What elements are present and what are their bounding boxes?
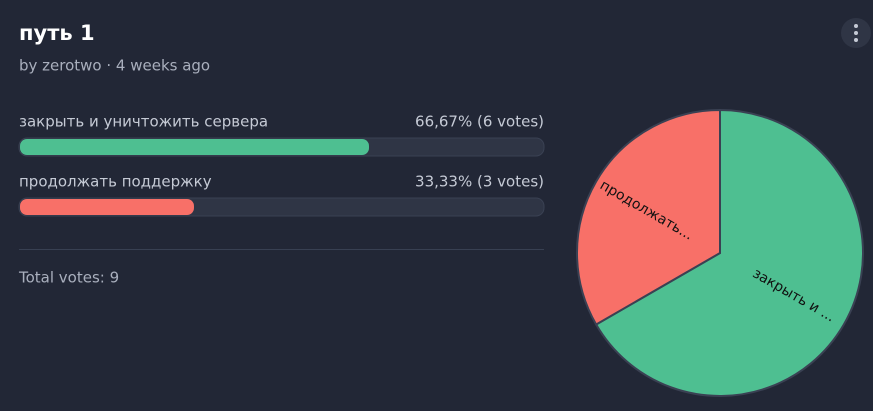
byline: by zerotwo · 4 weeks ago (19, 57, 210, 75)
menu-dot (854, 24, 858, 28)
menu-button[interactable] (841, 18, 871, 48)
bar (20, 139, 370, 155)
menu-dot (854, 31, 858, 35)
pie-slice (576, 108, 721, 326)
menu-dot (854, 38, 858, 42)
option-result: 33,33% (3 votes) (415, 173, 544, 191)
bar (20, 199, 194, 215)
poll-title: путь 1 (19, 21, 95, 45)
option-label: продолжать поддержку (19, 173, 212, 191)
pie-slice (594, 108, 864, 397)
option-result: 66,67% (6 votes) (415, 113, 544, 131)
total-votes: Total votes: 9 (18, 269, 119, 287)
option-label: закрыть и уничтожить сервера (19, 113, 268, 131)
